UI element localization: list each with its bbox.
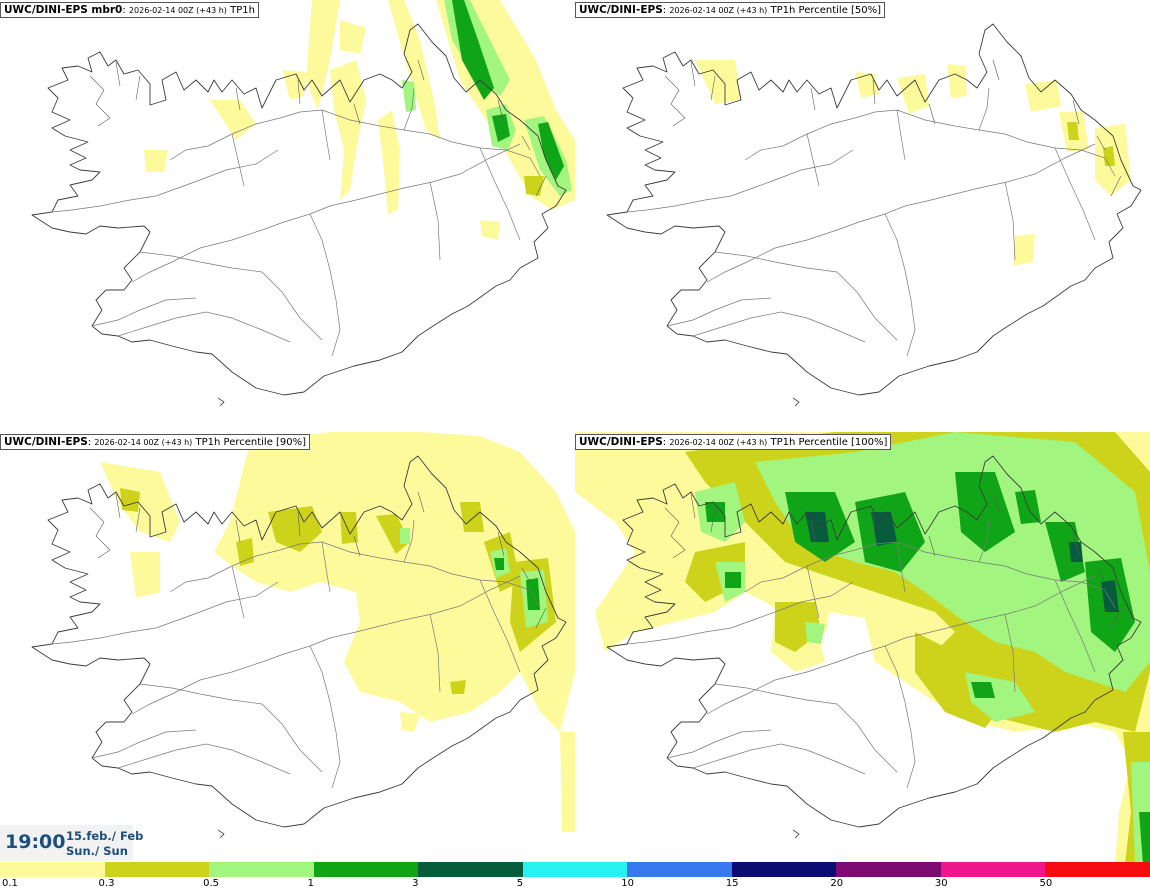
panel-model: UWC/DINI-EPS — [579, 4, 663, 16]
legend-swatch — [313, 862, 419, 877]
precip-map-p100 — [575, 432, 1150, 864]
legend-swatch — [104, 862, 210, 877]
valid-time-clock: 19:00 — [5, 831, 66, 853]
panel-model: UWC/DINI-EPS — [4, 436, 88, 448]
panel-parameter: TP1h Percentile [50%] — [770, 5, 882, 16]
legend-swatch — [836, 862, 941, 877]
valid-date-line: 15.feb./ Feb — [66, 829, 144, 843]
legend-swatch — [627, 862, 732, 877]
legend-label: 50 — [1039, 878, 1053, 889]
legend-swatch — [731, 862, 837, 877]
panel-title: UWC/DINI-EPS: 2026-02-14 00Z (+43 h) TP1… — [0, 434, 311, 450]
precip-map-p50 — [606, 23, 1142, 407]
panel-title: UWC/DINI-EPS: 2026-02-14 00Z (+43 h) TP1… — [575, 2, 886, 18]
panel-model: UWC/DINI-EPS — [579, 436, 663, 448]
panel-parameter: TP1h Percentile [100%] — [770, 437, 888, 448]
legend-label: 15 — [725, 878, 739, 889]
precip-legend: 0.1 0.3 0.5 1 3 5 10 15 20 30 50 — [0, 862, 1150, 891]
legend-label: 5 — [516, 878, 524, 889]
legend-label: 20 — [830, 878, 844, 889]
precip-field — [695, 60, 1131, 266]
panel-run-time: 2026-02-14 00Z (+43 h) — [128, 6, 227, 15]
precip-field — [100, 432, 575, 832]
legend-swatch — [418, 862, 523, 877]
map-panel-mbr0: UWC/DINI-EPS mbr0: 2026-02-14 00Z (+43 h… — [0, 0, 575, 432]
map-panel-p100: UWC/DINI-EPS: 2026-02-14 00Z (+43 h) TP1… — [575, 432, 1150, 864]
map-panel-p50: UWC/DINI-EPS: 2026-02-14 00Z (+43 h) TP1… — [575, 0, 1150, 432]
legend-label: 0.5 — [203, 878, 219, 889]
legend-swatch — [522, 862, 628, 877]
legend-swatch — [0, 862, 105, 877]
legend-swatch — [940, 862, 1046, 877]
valid-time-box: 19:00 15.feb./ Feb Sun./ Sun — [0, 825, 143, 861]
panel-model: UWC/DINI-EPS mbr0 — [4, 4, 123, 16]
legend-label: 30 — [934, 878, 948, 889]
precip-map-mbr0 — [31, 0, 575, 407]
panel-run-time: 2026-02-14 00Z (+43 h) — [669, 438, 768, 447]
map-panel-p90: UWC/DINI-EPS: 2026-02-14 00Z (+43 h) TP1… — [0, 432, 575, 864]
panel-parameter: TP1h Percentile [90%] — [195, 437, 307, 448]
panel-parameter: TP1h — [230, 5, 255, 16]
legend-label: 10 — [621, 878, 634, 889]
legend-label: 1 — [307, 878, 314, 889]
legend-label: 0.3 — [98, 878, 115, 889]
panel-title: UWC/DINI-EPS: 2026-02-14 00Z (+43 h) TP1… — [575, 434, 892, 450]
legend-swatch — [209, 862, 314, 877]
panel-run-time: 2026-02-14 00Z (+43 h) — [94, 438, 193, 447]
panel-title: UWC/DINI-EPS mbr0: 2026-02-14 00Z (+43 h… — [0, 2, 259, 18]
precip-map-p90 — [31, 432, 575, 839]
legend-color-bar — [0, 862, 1150, 877]
panel-run-time: 2026-02-14 00Z (+43 h) — [669, 6, 768, 15]
legend-label: 3 — [412, 878, 419, 889]
precip-field — [144, 0, 575, 240]
legend-label: 0.1 — [2, 878, 18, 889]
precip-field — [575, 432, 1150, 864]
legend-swatch — [1045, 862, 1150, 877]
valid-weekday-line: Sun./ Sun — [66, 844, 128, 858]
